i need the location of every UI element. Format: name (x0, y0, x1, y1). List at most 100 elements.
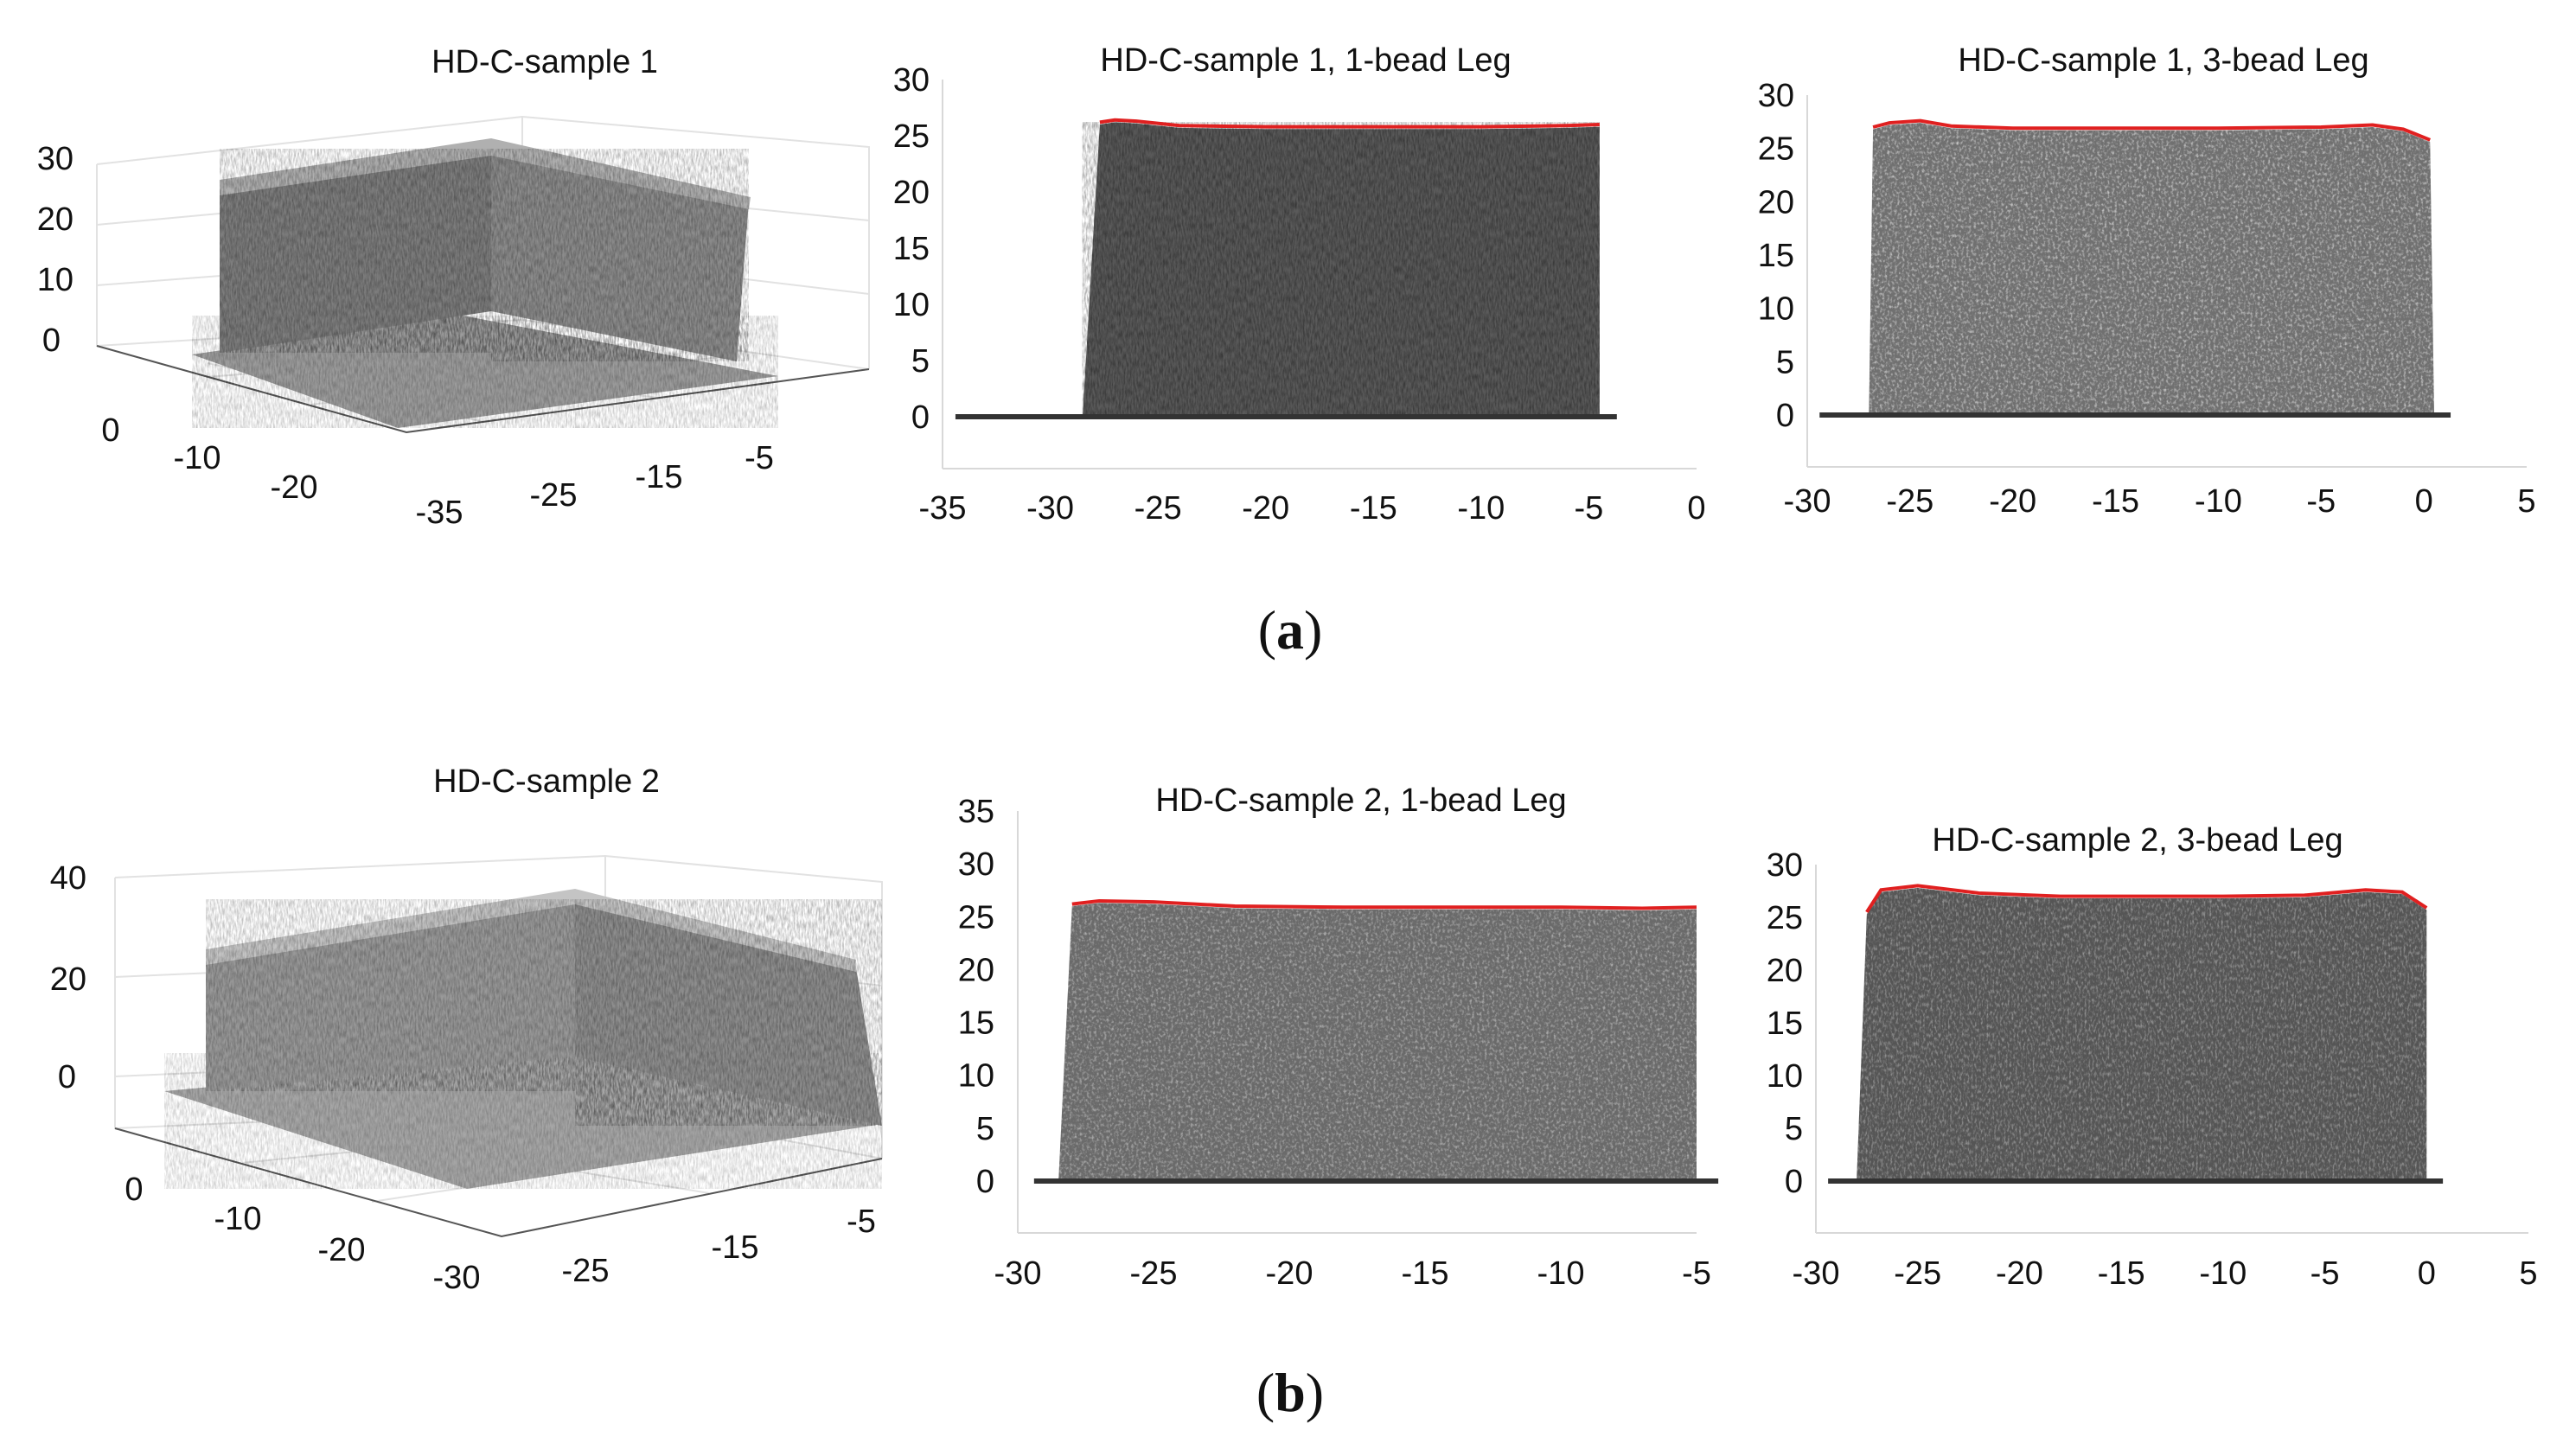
y-tick-label: 25 (958, 899, 994, 936)
panel-b-3d-title: HD-C-sample 2 (433, 763, 660, 800)
top-profile-line (1099, 118, 1600, 129)
chart-sample1-1bead: HD-C-sample 1, 1-bead Leg 0 5 10 15 20 25 30 -35… (893, 42, 1706, 527)
y-tick-label: 25 (1767, 900, 1803, 936)
base-plate (955, 414, 1617, 419)
z-tick-label: 20 (37, 201, 74, 238)
chart-sample2-1bead: HD-C-sample 2, 1-bead Leg 0 5 10 15 20 25 30 35 -… (958, 782, 1719, 1292)
x-tick-label: -30 (1026, 490, 1074, 527)
y-tick-label: 10 (1758, 291, 1794, 328)
panel-b-3d-left-ticks: 0 -10 -20 -30 (125, 1172, 480, 1296)
y-tick-label: 30 (1767, 847, 1803, 884)
z-tick-label: 0 (42, 322, 61, 359)
y-tick-label: 5 (1785, 1111, 1803, 1147)
y-tick-label: 5 (976, 1111, 994, 1147)
y-tick-label: 20 (1758, 184, 1794, 220)
y-tick-label: 0 (1776, 398, 1794, 434)
y-tick-label: 25 (893, 118, 930, 155)
x-tick-label: 0 (2418, 1255, 2436, 1292)
y-tick-label: -5 (745, 440, 774, 476)
y-tick-label: 0 (976, 1164, 994, 1200)
panel-b-3d-z-ticks: 40 20 0 (50, 860, 86, 1095)
y-tick-label: -25 (530, 477, 578, 514)
x-tick-label: 5 (2517, 483, 2535, 520)
z-tick-label: 40 (50, 860, 86, 897)
x-tick-label: -30 (1793, 1255, 1840, 1292)
y-tick-label: 15 (1758, 238, 1794, 274)
x-tick-label: -20 (1989, 483, 2036, 520)
y-tick-label: -15 (636, 459, 683, 495)
x-tick-label: -30 (1784, 483, 1831, 520)
y-tick-label: -25 (562, 1253, 610, 1289)
y-tick-label: 10 (893, 287, 930, 323)
x-tick-label: -20 (1242, 490, 1289, 527)
x-tick-label: -35 (919, 490, 967, 527)
x-tick-label: -15 (2092, 483, 2139, 520)
panel-b-3d-view: HD-C-sample 2 40 20 0 0 -10 -20 (50, 763, 883, 1296)
y-tick-label: 30 (1758, 78, 1794, 114)
panel-b-3d-axis-lines (114, 1127, 883, 1238)
x-tick-label: -25 (1886, 483, 1933, 520)
panel-a-3d-view: HD-C-sample 1 30 20 10 0 (37, 44, 870, 531)
top-profile-line (1865, 884, 2428, 913)
x-tick-label: 0 (1687, 490, 1705, 527)
x-tick-label: -10 (2199, 1255, 2247, 1292)
y-tick-label: -15 (712, 1229, 759, 1266)
x-tick-label: -5 (2311, 1255, 2340, 1292)
panel-a-3d-title: HD-C-sample 1 (431, 44, 658, 80)
panel-a-3d-z-ticks: 30 20 10 0 (37, 141, 74, 359)
x-tick-label: 0 (2415, 483, 2433, 520)
x-tick-label: 5 (2519, 1255, 2537, 1292)
base-plate (1819, 412, 2451, 418)
x-tick-label: -20 (271, 469, 318, 506)
y-tick-label: 30 (958, 846, 994, 883)
x-tick-label: -30 (433, 1260, 481, 1296)
chart-sample2-3bead: HD-C-sample 2, 3-bead Leg 0 5 10 15 20 25 30 -30… (1767, 822, 2538, 1292)
x-tick-label: -5 (2306, 483, 2336, 520)
x-tick-label: -15 (1350, 490, 1397, 527)
y-tick-label: 25 (1758, 131, 1794, 168)
x-tick-label: -10 (1457, 490, 1505, 527)
z-tick-label: 0 (58, 1059, 76, 1095)
x-tick-label: -10 (214, 1201, 262, 1237)
surface-texture (1857, 887, 2427, 1181)
x-tick-label: 0 (101, 412, 119, 449)
y-tick-label: 20 (1767, 953, 1803, 989)
x-tick-label: -25 (1894, 1255, 1941, 1292)
chart-title: HD-C-sample 1, 1-bead Leg (1100, 42, 1511, 79)
y-tick-label: 20 (893, 175, 930, 211)
chart-title: HD-C-sample 1, 3-bead Leg (1958, 42, 2368, 79)
top-profile-line (1872, 118, 2432, 142)
x-tick-label: -10 (2195, 483, 2242, 520)
panel-b-3d-right-ticks: -25 -15 -5 (562, 1204, 876, 1289)
x-tick-label: -15 (1402, 1255, 1449, 1292)
chart-title: HD-C-sample 2, 3-bead Leg (1932, 822, 2342, 859)
x-tick-label: -25 (1134, 490, 1182, 527)
y-tick-label: 30 (893, 62, 930, 99)
x-tick-label: -5 (1682, 1255, 1711, 1292)
panel-a-3d-axis-lines (96, 345, 870, 434)
y-tick-label: 5 (1776, 344, 1794, 380)
y-tick-label: 15 (893, 231, 930, 267)
z-tick-label: 20 (50, 961, 86, 998)
base-plate (1828, 1178, 2444, 1184)
chart-title: HD-C-sample 2, 1-bead Leg (1155, 782, 1566, 819)
base-plate (1033, 1178, 1719, 1184)
y-tick-label: 0 (911, 399, 930, 436)
x-tick-label: -10 (1537, 1255, 1585, 1292)
y-tick-label: -5 (847, 1204, 876, 1240)
y-tick-label: 15 (958, 1006, 994, 1042)
top-profile-line (1071, 898, 1697, 910)
y-tick-label: 0 (1785, 1164, 1803, 1200)
chart-sample1-3bead: HD-C-sample 1, 3-bead Leg 0 5 10 15 20 25 30 -30… (1758, 42, 2536, 520)
subfigure-label-b: (b) (1256, 1362, 1324, 1423)
surface-texture (1082, 122, 1600, 417)
panel-a-3d-right-ticks: -25 -15 -5 (530, 440, 774, 514)
x-tick-label: -15 (2098, 1255, 2145, 1292)
x-tick-label: -25 (1130, 1255, 1178, 1292)
y-tick-label: 15 (1767, 1006, 1803, 1042)
y-tick-label: 20 (958, 952, 994, 988)
y-tick-label: 5 (911, 343, 930, 380)
panel-a-3d-left-ticks: 0 -10 -20 -35 (101, 412, 463, 531)
z-tick-label: 10 (37, 262, 74, 298)
z-tick-label: 30 (37, 141, 74, 177)
